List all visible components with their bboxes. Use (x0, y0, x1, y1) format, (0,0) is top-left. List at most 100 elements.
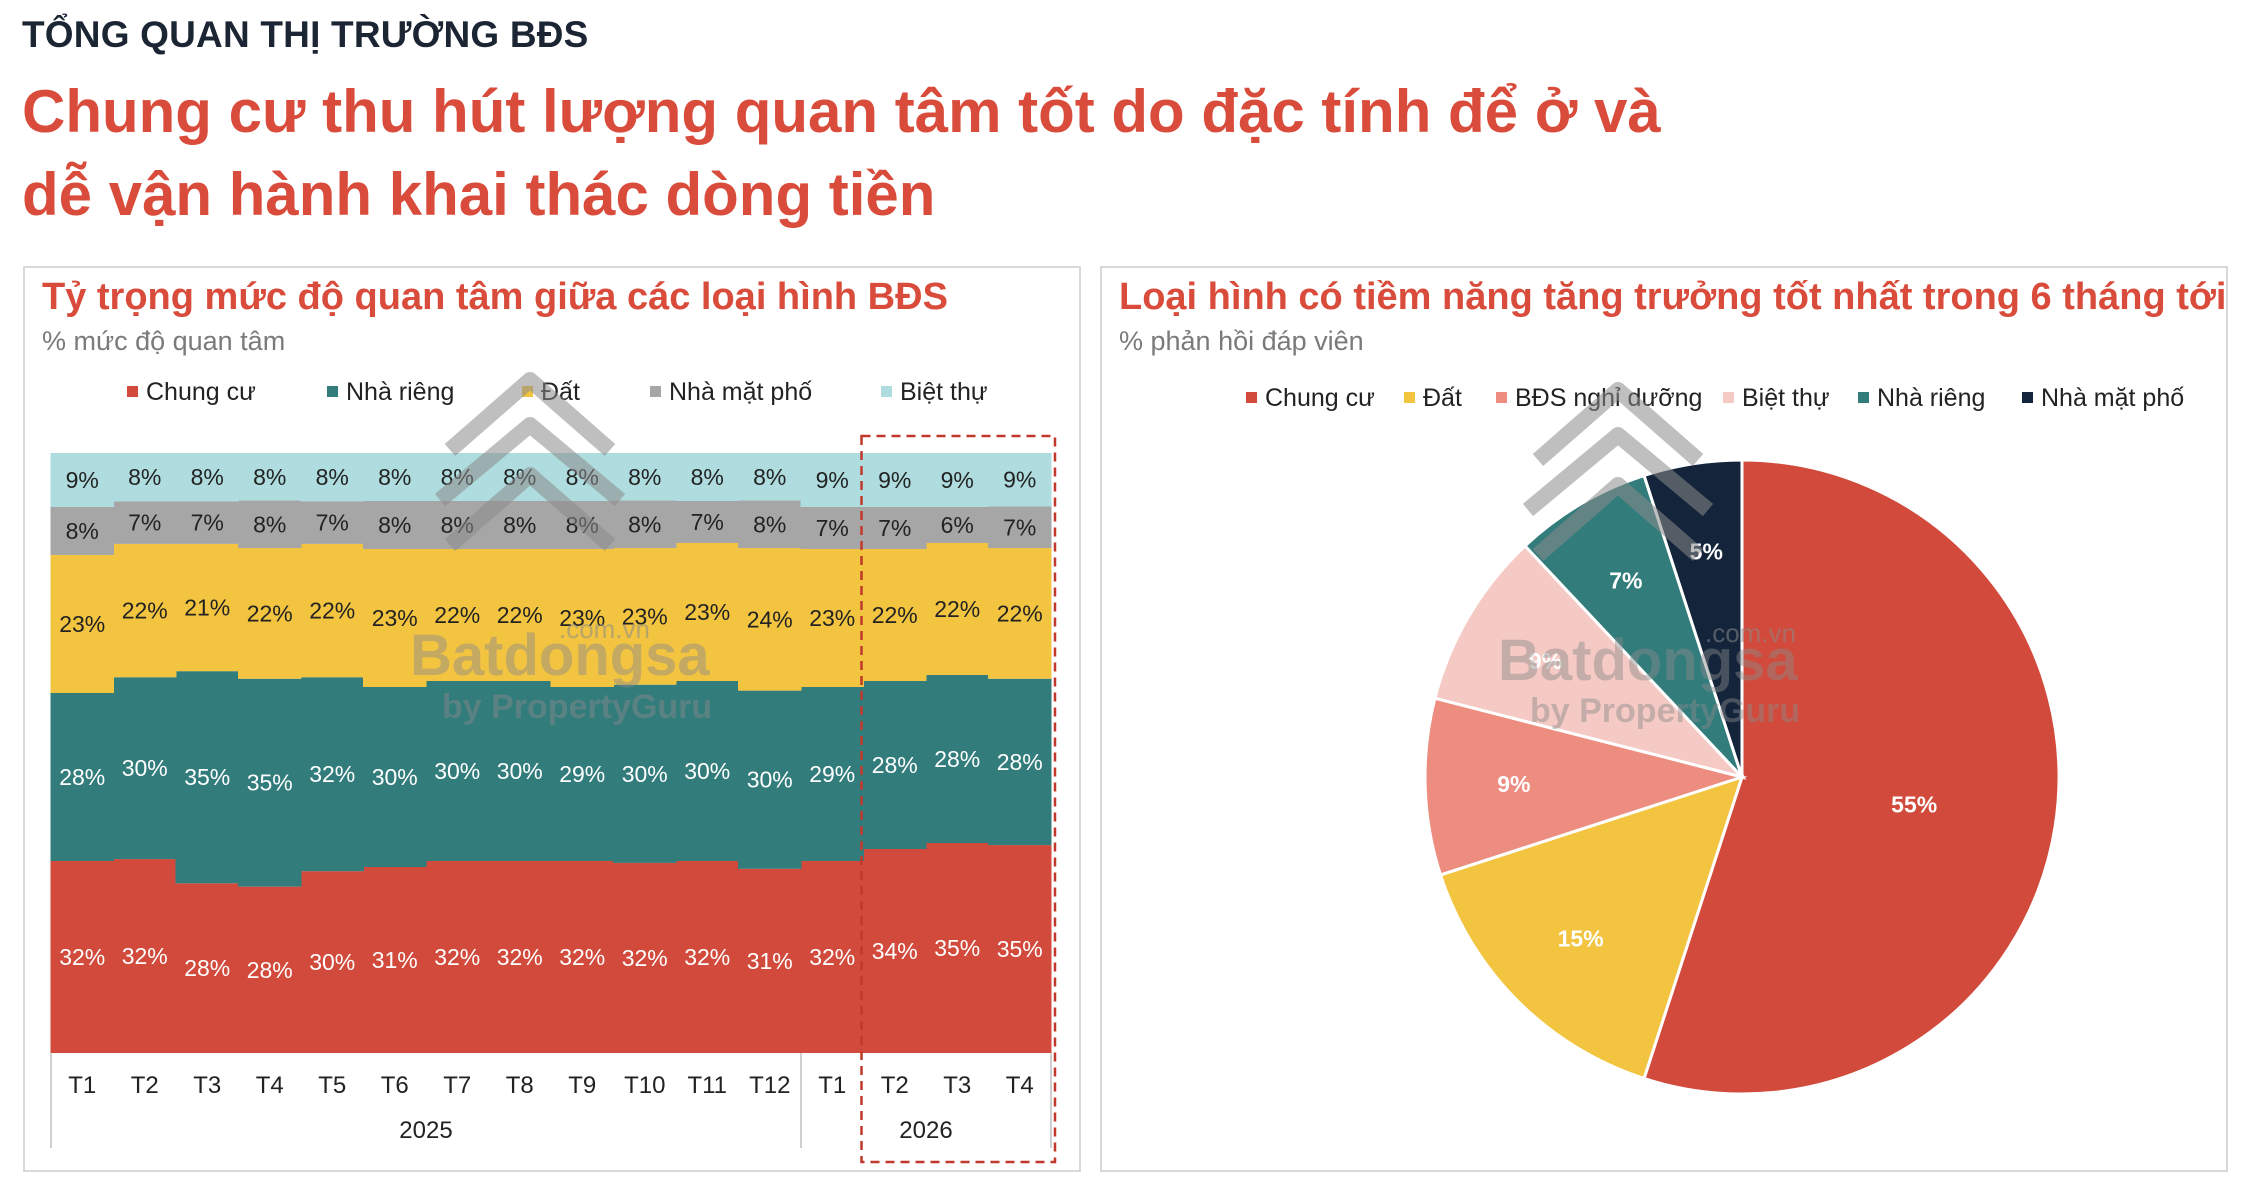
data-label: 7% (1003, 514, 1036, 540)
data-label: 30% (622, 761, 668, 787)
legend-label: Biệt thự (1742, 384, 1830, 412)
data-label: 32% (122, 943, 168, 969)
bar-segment (675, 453, 739, 501)
bar-segment (175, 671, 239, 884)
x-tick-label: T3 (943, 1072, 971, 1099)
x-tick-label: T10 (624, 1072, 665, 1099)
data-label: 8% (253, 511, 286, 537)
bar-segment (613, 548, 677, 685)
stacked-bar-chart-panel: Tỷ trọng mức độ quan tâm giữa các loại h… (23, 266, 1081, 1172)
data-label: 28% (247, 957, 293, 983)
legend-item-nha-mat-pho: Nhà mặt phố (2022, 384, 2184, 413)
legend-item-chung-cu: Chung cư (1246, 384, 1375, 413)
data-label: 8% (753, 464, 786, 490)
bar-segment (425, 861, 489, 1053)
section-kicker: TỔNG QUAN THỊ TRƯỜNG BĐS (22, 14, 589, 55)
bar-segment (363, 549, 427, 687)
bar-segment (50, 693, 114, 861)
bar-chart-title: Tỷ trọng mức độ quan tâm giữa các loại h… (42, 276, 948, 318)
data-label: 8% (378, 512, 411, 538)
x-tick-label: T7 (443, 1072, 471, 1099)
legend-swatch (1858, 391, 1869, 403)
bar-segment (50, 555, 114, 693)
legend-item-dat: Đất (1404, 384, 1462, 413)
data-label: 35% (997, 936, 1043, 962)
data-label: 7% (816, 515, 849, 541)
data-label: 8% (441, 512, 474, 538)
data-label: 28% (59, 764, 105, 790)
data-label: 23% (809, 605, 855, 631)
pie-slice-bds-nghi-duong (1423, 696, 1748, 877)
data-label: 22% (497, 602, 543, 628)
data-label: 31% (372, 947, 418, 973)
data-label: 32% (309, 761, 355, 787)
x-tick-label: T12 (749, 1072, 790, 1099)
legend-swatch (1246, 391, 1257, 403)
bar-chart-subtitle: % mức độ quan tâm (42, 326, 286, 356)
bar-segment (613, 500, 677, 549)
bar-segment (50, 861, 114, 1053)
pie-data-label: 7% (1609, 568, 1642, 594)
legend-label: Nhà riêng (346, 378, 455, 406)
headline-line-1: Chung cư thu hút lượng quan tâm tốt do đ… (22, 78, 1661, 145)
data-label: 35% (184, 764, 230, 790)
series-biet-thu: 9% 8% 8% 8% 8% 8% 8% 8% 8% 8% 8% 8% 9% 9% 9% 9% (50, 453, 1052, 507)
legend-item-biet-thu: Biệt thự (1723, 384, 1830, 413)
stacked-bar-plot: 32% 32% 28% 28% 30% 31% 32% 32% 32% 32% 32% 31% 32% 3… (50, 434, 1057, 1164)
bar-segment (488, 681, 552, 861)
legend-swatch (1723, 391, 1734, 403)
pie-data-label: 5% (1690, 539, 1723, 565)
bar-segment (675, 543, 739, 681)
data-label: 22% (309, 598, 355, 624)
data-label: 7% (691, 509, 724, 535)
data-label: 31% (747, 948, 793, 974)
data-label: 30% (497, 758, 543, 784)
data-label: 8% (191, 464, 224, 490)
data-label: 8% (566, 512, 599, 538)
bar-segment (738, 690, 802, 869)
bar-segment (988, 845, 1052, 1053)
bar-segment (675, 861, 739, 1053)
x-tick-label: T11 (687, 1072, 727, 1099)
data-label: 7% (128, 510, 161, 536)
bar-segment (863, 507, 927, 549)
legend-swatch (881, 385, 892, 397)
x-tick-label: T4 (1006, 1072, 1034, 1099)
data-label: 22% (872, 602, 918, 628)
bar-segment (363, 501, 427, 549)
highlight-box (860, 434, 1057, 1164)
bar-segment (613, 862, 677, 1053)
legend-label: Nhà mặt phố (669, 378, 813, 406)
bar-segment (800, 453, 864, 507)
data-label: 34% (872, 938, 918, 964)
bar-segment (863, 681, 927, 849)
bar-segment (113, 543, 177, 678)
bar-segment (300, 453, 364, 502)
headline: Chung cư thu hút lượng quan tâm tốt do đ… (22, 70, 1661, 236)
data-label: 7% (316, 510, 349, 536)
bar-segment (738, 548, 802, 691)
data-label: 9% (878, 467, 911, 493)
bar-segment (175, 453, 239, 502)
bar-segment (550, 549, 614, 687)
data-label: 7% (191, 510, 224, 536)
data-label: 23% (559, 605, 605, 631)
bar-segment (675, 681, 739, 861)
legend-item-chung-cu: Chung cư (127, 378, 256, 407)
legend-item-nha-rieng: Nhà riêng (327, 378, 454, 407)
bar-segment (738, 500, 802, 549)
data-label: 32% (59, 944, 105, 970)
bar-segment (300, 871, 364, 1053)
pie-data-label: 55% (1891, 791, 1937, 817)
bar-segment (113, 501, 177, 544)
legend-label: Chung cư (1265, 384, 1375, 412)
data-label: 30% (372, 764, 418, 790)
bar-segment (863, 549, 927, 681)
bar-segment (800, 549, 864, 687)
data-label: 8% (441, 464, 474, 490)
x-tick-label: T3 (193, 1072, 221, 1099)
data-label: 8% (128, 464, 161, 490)
data-label: 32% (622, 945, 668, 971)
x-tick-label: T2 (131, 1072, 159, 1099)
bar-segment (238, 500, 302, 549)
